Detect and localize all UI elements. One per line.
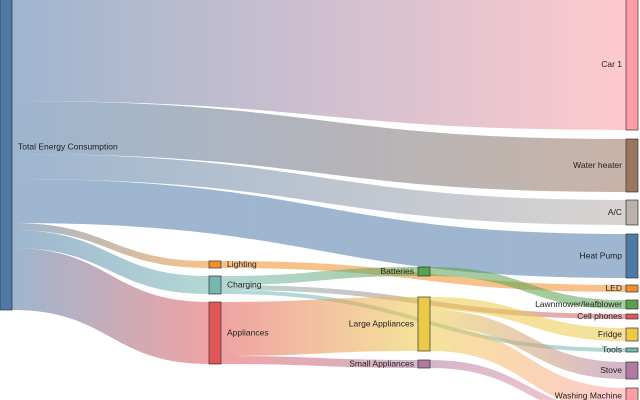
link-total-energy-consumption-to-car-1 xyxy=(12,0,626,130)
link-appliances-to-small-appliances xyxy=(221,356,418,368)
label-heat-pump: Heat Pump xyxy=(579,250,622,260)
links-layer xyxy=(12,0,626,400)
node-a-c xyxy=(625,199,639,226)
node-heat-pump xyxy=(625,233,639,279)
label-small-appliances: Small Appliances xyxy=(349,358,414,368)
label-a-c: A/C xyxy=(608,207,622,217)
link-appliances-to-large-appliances xyxy=(221,297,418,356)
node-tools xyxy=(625,347,639,353)
label-stove: Stove xyxy=(600,365,622,375)
node-appliances xyxy=(208,301,222,365)
label-lighting: Lighting xyxy=(227,259,257,269)
label-tools: Tools xyxy=(602,344,622,354)
label-fridge: Fridge xyxy=(598,329,622,339)
link-large-appliances-to-washing-machine xyxy=(430,327,626,400)
label-appliances: Appliances xyxy=(227,327,269,337)
label-batteries: Batteries xyxy=(380,266,414,276)
node-washing-machine xyxy=(625,387,639,400)
node-total-energy-consumption xyxy=(0,0,13,311)
link-batteries-to-lawnmower-leafblower xyxy=(430,267,626,309)
node-car-1 xyxy=(625,0,639,131)
link-total-energy-consumption-to-lighting xyxy=(12,223,209,268)
node-water-heater xyxy=(625,138,639,193)
label-water-heater: Water heater xyxy=(573,160,622,170)
label-charging: Charging xyxy=(227,279,262,289)
label-cell-phones: Cell phones xyxy=(577,311,622,321)
node-small-appliances xyxy=(417,359,431,369)
labels-layer: Total Energy Consumption Lighting Charging… xyxy=(18,59,622,400)
label-total-energy-consumption: Total Energy Consumption xyxy=(18,141,118,151)
node-lawnmower-leafblower xyxy=(625,299,639,310)
link-large-appliances-to-stove xyxy=(430,310,626,379)
link-total-energy-consumption-to-appliances xyxy=(12,248,209,364)
node-cell-phones xyxy=(625,313,639,320)
label-led: LED xyxy=(605,283,622,293)
node-charging xyxy=(208,275,222,295)
node-fridge xyxy=(625,327,639,342)
label-lawnmower-leafblower: Lawnmower/leafblower xyxy=(535,299,622,309)
node-stove xyxy=(625,361,639,380)
link-total-energy-consumption-to-heat-pump xyxy=(12,179,626,278)
link-charging-to-batteries xyxy=(221,267,418,285)
node-large-appliances xyxy=(417,296,431,352)
link-total-energy-consumption-to-water-heater xyxy=(12,101,626,192)
label-car-1: Car 1 xyxy=(601,59,622,69)
link-small-appliances-to-washing-machine xyxy=(430,360,558,400)
node-lighting xyxy=(208,260,222,269)
node-led xyxy=(625,284,639,293)
label-large-appliances: Large Appliances xyxy=(349,318,414,328)
link-total-energy-consumption-to-charging xyxy=(12,230,209,294)
label-washing-machine: Washing Machine xyxy=(555,390,623,400)
link-large-appliances-to-fridge xyxy=(430,297,626,341)
link-total-energy-consumption-to-a-c xyxy=(12,154,626,225)
node-batteries xyxy=(417,266,431,277)
